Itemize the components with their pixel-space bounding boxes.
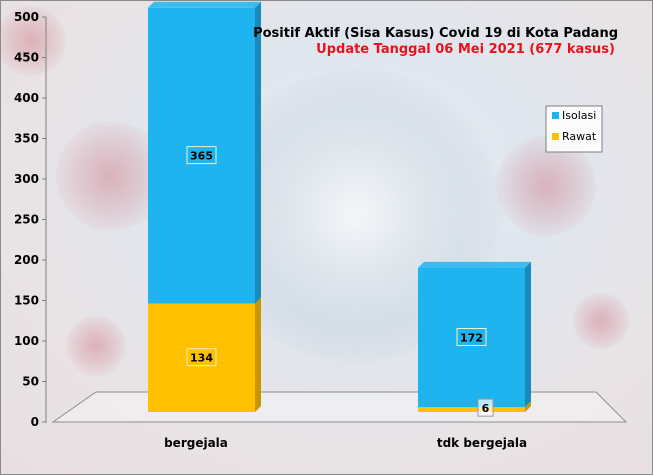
data-label-box <box>186 146 217 165</box>
x-category-label: bergejala <box>164 436 228 450</box>
legend-swatch-rawat <box>552 133 559 140</box>
legend-label-isolasi: Isolasi <box>562 109 596 122</box>
y-tick-label: 300 <box>14 172 39 186</box>
data-label-box <box>186 348 217 367</box>
y-tick-label: 400 <box>14 91 39 105</box>
x-axis-categories: bergejala tdk bergejala <box>164 436 527 450</box>
bar-top-face <box>418 261 531 268</box>
y-tick-label: 50 <box>22 375 39 389</box>
data-label: 6 <box>482 402 490 415</box>
bar-isolasi <box>148 7 255 304</box>
data-label-box <box>477 398 494 417</box>
y-tick-label: 350 <box>14 132 39 146</box>
bar-side-rawat <box>255 297 261 412</box>
bar-side-isolasi <box>255 1 261 304</box>
y-tick-label: 0 <box>31 415 39 429</box>
y-tick-label: 450 <box>14 51 39 65</box>
chart-title: Positif Aktif (Sisa Kasus) Covid 19 di K… <box>253 26 618 41</box>
data-label-box <box>456 327 487 346</box>
data-labels-group: 134 365 6 172 <box>186 146 494 417</box>
data-label: 134 <box>190 352 213 365</box>
legend-label-rawat: Rawat <box>562 130 597 143</box>
chart-floor <box>51 391 628 423</box>
x-category-label: tdk bergejala <box>437 436 527 450</box>
y-axis-ticks: 0 50 100 150 200 250 300 350 400 450 500 <box>14 10 46 429</box>
bar-isolasi <box>418 267 525 408</box>
y-tick-label: 200 <box>14 253 39 267</box>
y-tick-label: 150 <box>14 294 39 308</box>
y-tick-label: 250 <box>14 213 39 227</box>
bars-group <box>148 1 531 412</box>
y-tick-label: 500 <box>14 10 39 24</box>
legend-swatch-isolasi <box>552 112 559 119</box>
background-decoration <box>1 6 629 376</box>
bar-side-isolasi <box>525 261 531 408</box>
bar-rawat <box>418 407 525 412</box>
data-label: 365 <box>190 150 213 163</box>
data-label: 172 <box>460 331 483 344</box>
bar-side-rawat <box>525 401 531 412</box>
y-tick-label: 100 <box>14 334 39 348</box>
bar-top-face <box>148 1 261 8</box>
chart-subtitle: Update Tanggal 06 Mei 2021 (677 kasus) <box>316 42 615 57</box>
bar-rawat <box>148 303 255 412</box>
legend: Isolasi Rawat <box>545 105 603 153</box>
